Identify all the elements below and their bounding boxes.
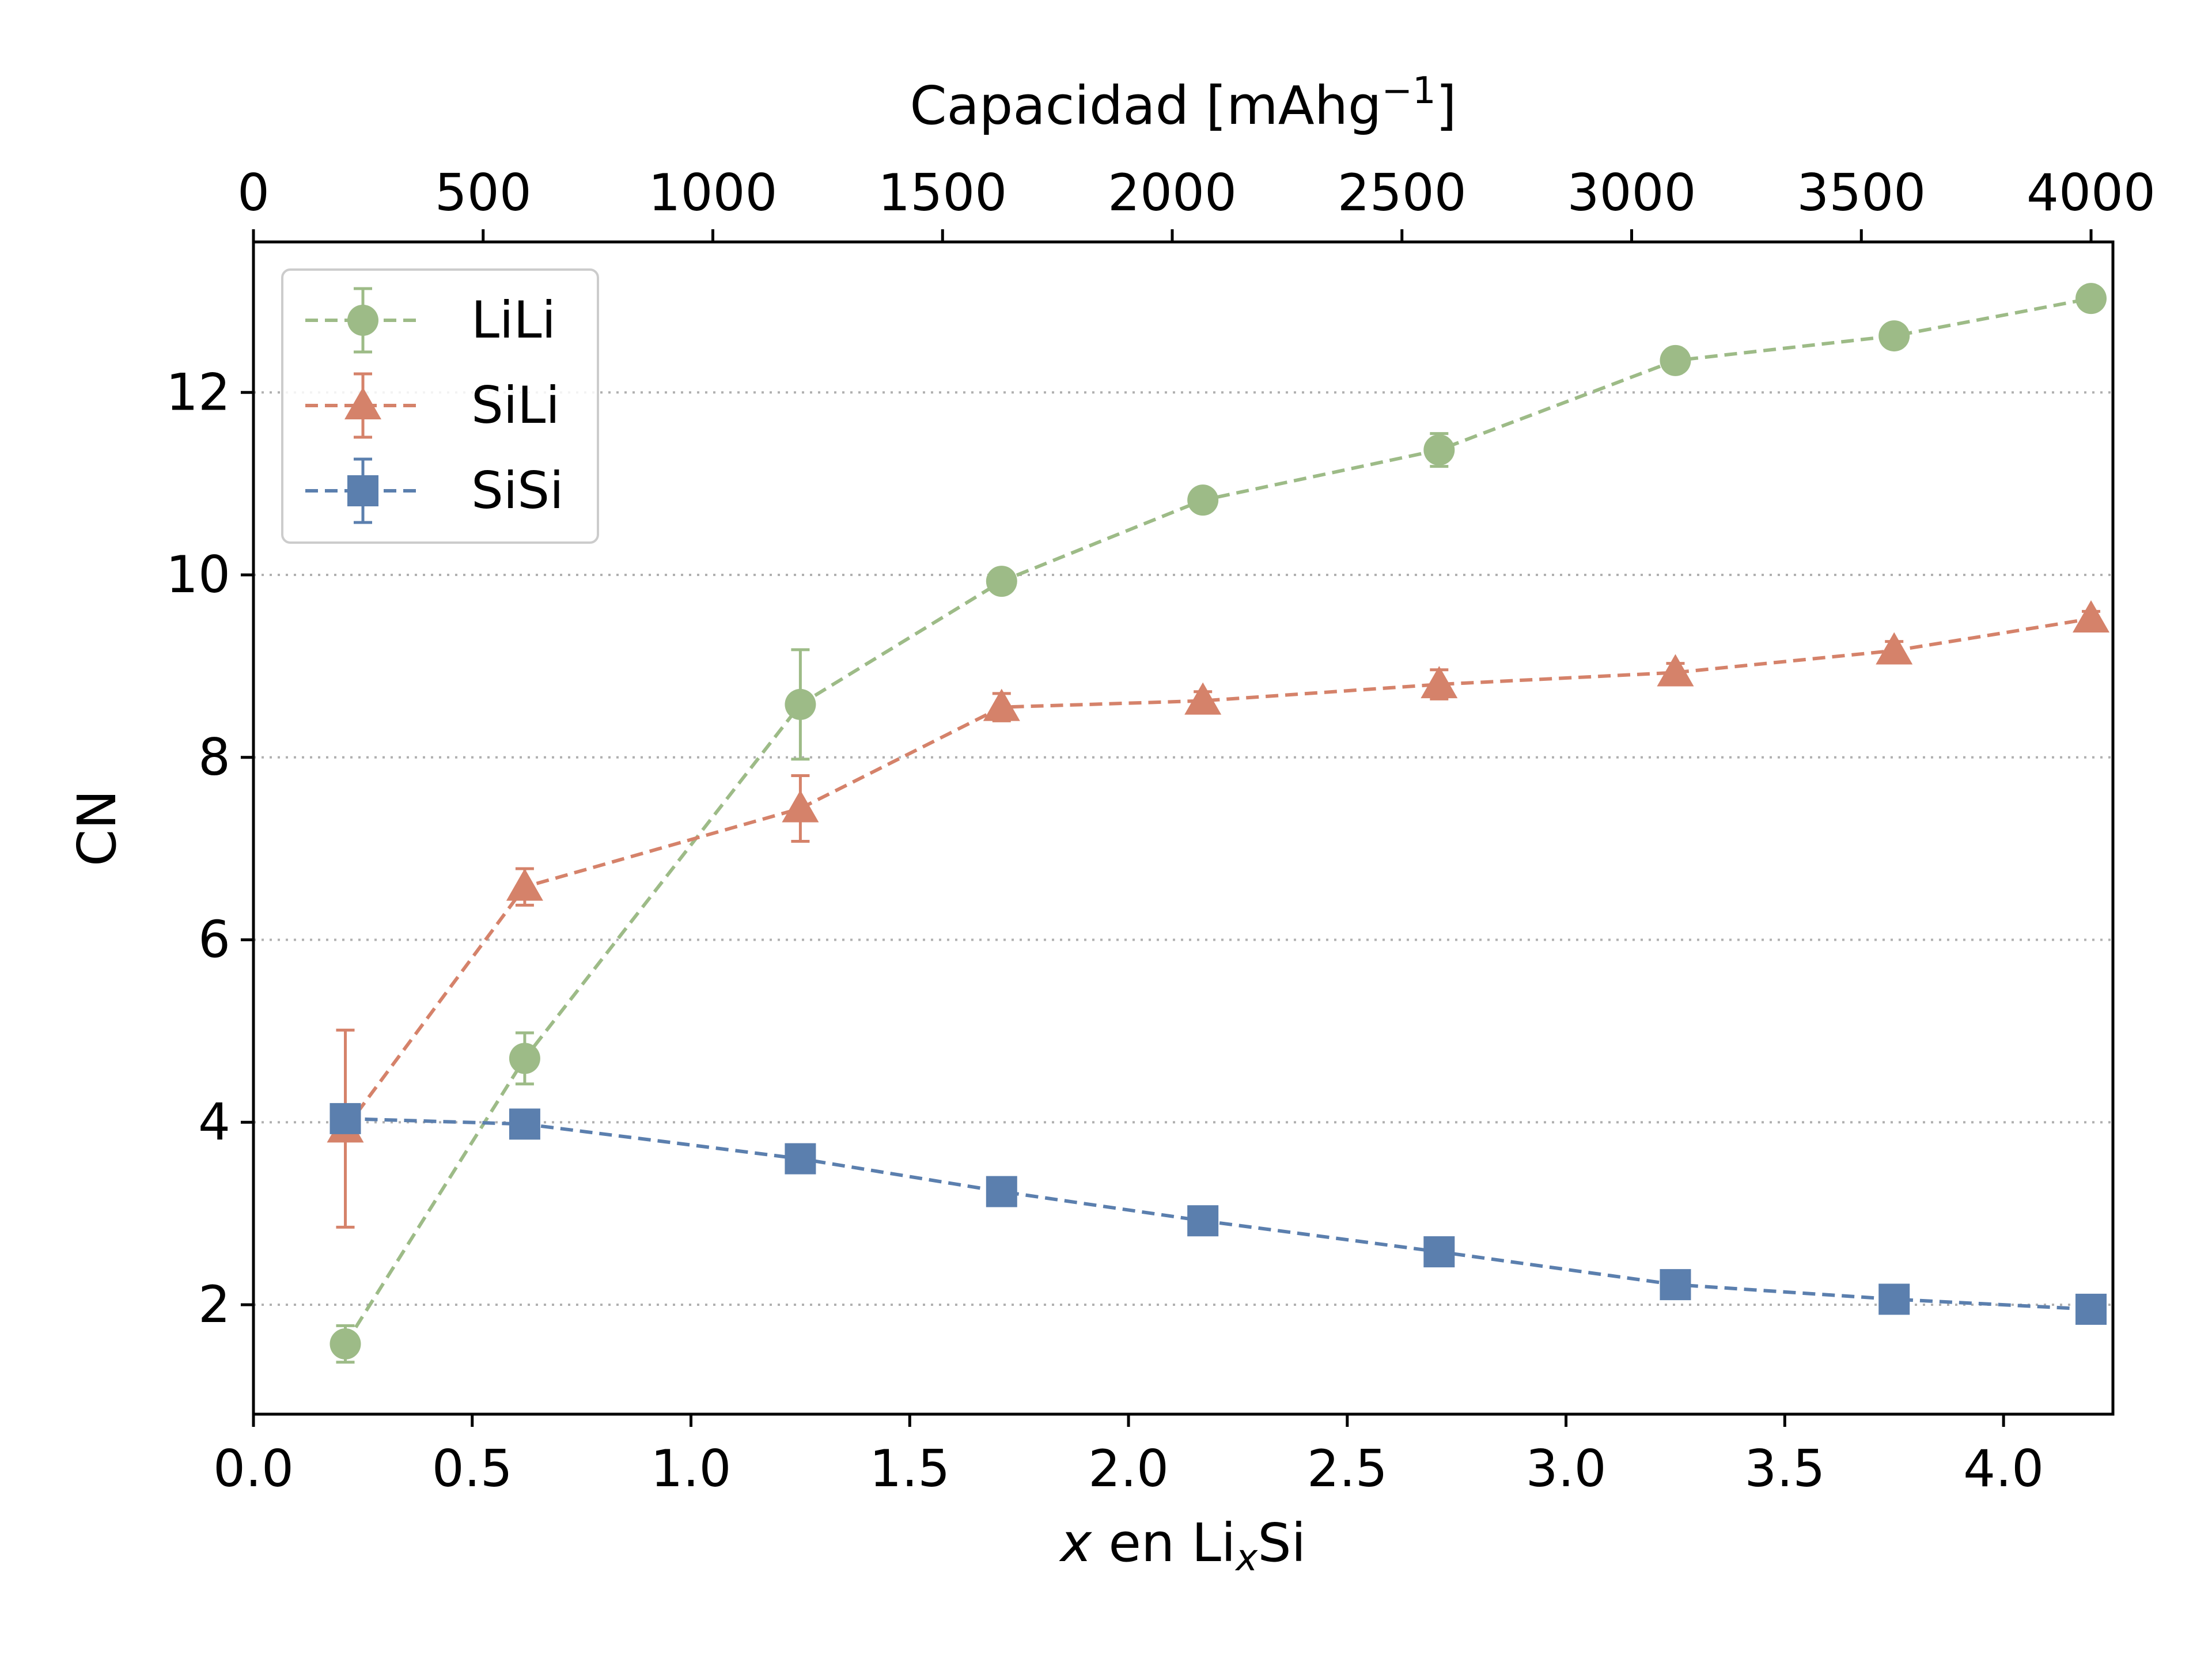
top-axis-label-end: ] xyxy=(1436,75,1457,137)
grid-layer xyxy=(253,391,2113,1306)
y-tick-label: 10 xyxy=(166,545,230,604)
top-tick-label: 1000 xyxy=(649,163,778,222)
data-point-sili xyxy=(1876,632,1913,665)
data-point-sisi xyxy=(986,1176,1017,1207)
y-tick-label: 4 xyxy=(198,1092,230,1152)
data-point-sili xyxy=(1421,666,1458,699)
data-point-sisi xyxy=(509,1108,540,1140)
top-tick-label: 1500 xyxy=(878,163,1007,222)
legend-label-sisi: SiSi xyxy=(471,461,564,520)
data-point-lili xyxy=(1187,484,1219,516)
data-point-lili xyxy=(986,566,1017,597)
data-point-lili xyxy=(1660,344,1691,376)
data-point-lili xyxy=(329,1328,361,1360)
y-tick-label: 6 xyxy=(198,910,230,969)
legend-box xyxy=(281,268,599,544)
x-tick-label: 1.0 xyxy=(651,1439,732,1498)
legend-marker-lili xyxy=(347,305,378,336)
x-axis-label-mid: en Li xyxy=(1092,1512,1236,1574)
series-line-lili xyxy=(343,297,2092,1345)
x-axis-label-end: Si xyxy=(1257,1512,1306,1574)
data-point-sisi xyxy=(1423,1236,1455,1268)
data-point-lili xyxy=(509,1043,540,1074)
data-point-sili xyxy=(983,688,1020,721)
series-line-sili xyxy=(344,617,2092,1130)
data-point-lili xyxy=(785,688,816,720)
top-axis-label-main: Capacidad [mAhg xyxy=(910,75,1381,137)
tick-layer: 2 4 6 8 10 12 0.0 0.5 1.0 1.5 2.0 2.5 3.0 3.5 4.0 0 500 1… xyxy=(166,163,2156,1498)
x-tick-label: 1.5 xyxy=(869,1439,950,1498)
top-tick-label: 2500 xyxy=(1338,163,1467,222)
top-tick-label: 4000 xyxy=(2027,163,2156,222)
legend: LiLi SiLi SiSi xyxy=(281,268,599,544)
x-axis-label: x en LixSi xyxy=(1059,1512,1306,1580)
legend-marker-sili xyxy=(344,387,381,419)
data-point-sili xyxy=(506,868,543,901)
x-tick-label: 3.5 xyxy=(1744,1439,1825,1498)
x-tick-label: 4.0 xyxy=(1963,1439,2044,1498)
top-tick-label: 3500 xyxy=(1797,163,1926,222)
top-axis-label: Capacidad [mAhg−1] xyxy=(910,70,1456,137)
x-tick-label: 2.5 xyxy=(1307,1439,1388,1498)
top-axis-label-sup: −1 xyxy=(1381,70,1435,112)
y-tick-label: 8 xyxy=(198,728,230,787)
legend-marker-sisi xyxy=(347,475,378,506)
x-tick-label: 0.0 xyxy=(213,1439,294,1498)
data-point-sisi xyxy=(1878,1283,1910,1315)
x-axis-label-sub: x xyxy=(1234,1537,1258,1580)
y-tick-label: 2 xyxy=(198,1275,230,1334)
data-point-sili xyxy=(1184,682,1222,715)
series-sisi xyxy=(329,1103,2107,1325)
x-tick-label: 3.0 xyxy=(1526,1439,1607,1498)
series-layer xyxy=(327,283,2110,1364)
legend-label-lili: LiLi xyxy=(471,290,556,350)
legend-label-sili: SiLi xyxy=(471,376,560,435)
y-axis-label: CN xyxy=(66,790,128,866)
plot-frame xyxy=(252,240,2115,1416)
data-point-sisi xyxy=(1187,1205,1219,1237)
top-tick-label: 500 xyxy=(435,163,532,222)
series-sili xyxy=(327,600,2110,1229)
data-point-lili xyxy=(2075,283,2107,315)
data-point-sisi xyxy=(2075,1293,2107,1325)
top-tick-label: 2000 xyxy=(1108,163,1237,222)
data-point-sisi xyxy=(329,1103,361,1134)
data-point-lili xyxy=(1878,320,1910,352)
top-tick-label: 0 xyxy=(237,163,270,222)
data-point-lili xyxy=(1423,434,1455,466)
x-axis-label-var: x xyxy=(1059,1512,1093,1574)
data-point-sili xyxy=(782,790,819,823)
x-tick-label: 2.0 xyxy=(1088,1439,1169,1498)
data-point-sisi xyxy=(785,1143,816,1175)
y-tick-label: 12 xyxy=(166,362,230,422)
top-tick-label: 3000 xyxy=(1567,163,1696,222)
series-lili xyxy=(329,283,2107,1364)
data-point-sili xyxy=(1657,654,1694,687)
x-tick-label: 0.5 xyxy=(432,1439,513,1498)
data-point-sili xyxy=(2073,600,2110,633)
data-point-sisi xyxy=(1660,1269,1691,1301)
